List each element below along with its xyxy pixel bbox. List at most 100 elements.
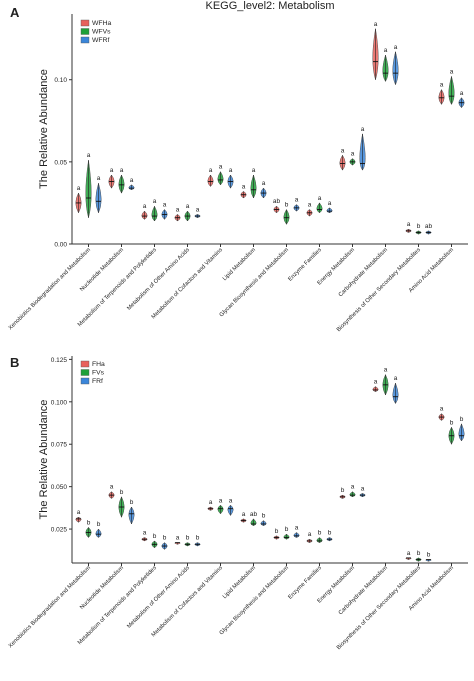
- significance-letter: a: [153, 198, 157, 205]
- significance-letter: b: [318, 530, 322, 537]
- significance-letter: a: [328, 200, 332, 207]
- significance-letter: a: [450, 68, 454, 75]
- significance-letter: a: [308, 202, 312, 209]
- significance-letter: b: [417, 223, 421, 230]
- significance-letter: a: [308, 531, 312, 538]
- significance-letter: a: [110, 484, 114, 491]
- y-tick-label: 0.00: [54, 242, 67, 249]
- x-tick-label: Metabolism of Other Amino Acids: [126, 565, 191, 630]
- significance-letter: ab: [425, 223, 433, 230]
- significance-letter: a: [361, 485, 365, 492]
- significance-letter: a: [262, 180, 266, 187]
- legend-swatch: [80, 369, 90, 376]
- significance-letter: a: [440, 406, 444, 413]
- significance-letter: a: [242, 511, 246, 518]
- significance-letter: a: [186, 203, 190, 210]
- chart-panel-a: A KEGG_level2: Metabolism The Relative Abu…: [8, 0, 468, 333]
- significance-letter: a: [242, 183, 246, 190]
- significance-letter: a: [143, 530, 147, 537]
- y-tick-label: 0.05: [54, 159, 67, 166]
- significance-letter: a: [384, 47, 388, 54]
- legend-label: FHa: [92, 361, 105, 368]
- x-tick-label: Enzyme Families: [287, 565, 323, 601]
- significance-letter: b: [427, 552, 431, 559]
- significance-letter: a: [341, 147, 345, 154]
- significance-letter: a: [229, 497, 233, 504]
- significance-letter: b: [285, 202, 289, 209]
- significance-letter: a: [384, 367, 388, 374]
- y-tick-label: 0.075: [51, 442, 68, 449]
- significance-letter: a: [176, 535, 180, 542]
- significance-letter: a: [295, 524, 299, 531]
- legend-swatch: [80, 19, 90, 27]
- significance-letter: a: [361, 126, 365, 133]
- panel-label: A: [10, 5, 20, 20]
- significance-letter: a: [318, 195, 322, 202]
- x-tick-label: Metabolism of Cofactors and Vitamins: [151, 247, 224, 320]
- legend-swatch: [80, 28, 90, 35]
- significance-letter: a: [351, 484, 355, 491]
- significance-letter: a: [407, 550, 411, 557]
- significance-letter: a: [143, 203, 147, 210]
- legend-swatch: [80, 360, 90, 368]
- y-tick-label: 0.125: [51, 357, 68, 364]
- significance-letter: b: [417, 550, 421, 557]
- significance-letter: b: [153, 533, 157, 540]
- significance-letter: ab: [250, 511, 258, 518]
- legend-label: FVs: [92, 370, 105, 377]
- significance-letter: a: [77, 185, 81, 192]
- y-axis-label: The Relative Abundance: [38, 69, 50, 189]
- x-tick-label: Metabolism of Other Amino Acids: [126, 247, 191, 312]
- significance-letter: a: [351, 151, 355, 158]
- significance-letter: a: [407, 221, 411, 228]
- significance-letter: a: [219, 164, 223, 171]
- legend-label: WFRf: [92, 37, 109, 44]
- significance-letter: a: [219, 497, 223, 504]
- x-tick-label: Enzyme Families: [287, 247, 323, 283]
- x-tick-label: Glycan Biosynthesis and Metabolism: [219, 565, 290, 636]
- significance-letter: b: [120, 489, 124, 496]
- significance-letter: a: [394, 44, 398, 51]
- y-tick-label: 0.10: [54, 77, 67, 84]
- significance-letter: a: [120, 167, 124, 174]
- legend-swatch: [80, 36, 90, 44]
- x-tick-label: Lipid Metabolism: [222, 565, 257, 600]
- x-tick-label: Metabolism of Cofactors and Vitamins: [151, 565, 224, 638]
- significance-letter: a: [229, 167, 233, 174]
- x-tick-label: Lipid Metabolism: [222, 247, 257, 282]
- significance-letter: a: [176, 206, 180, 213]
- significance-letter: b: [97, 521, 101, 528]
- significance-letter: a: [374, 21, 378, 28]
- significance-letter: b: [262, 513, 266, 520]
- significance-letter: a: [209, 499, 213, 506]
- legend-label: FRf: [92, 378, 103, 385]
- significance-letter: a: [374, 379, 378, 386]
- significance-letter: b: [328, 530, 332, 537]
- x-tick-label: Glycan Biosynthesis and Metabolism: [219, 247, 290, 318]
- significance-letter: a: [394, 375, 398, 382]
- y-axis-label: The Relative Abundance: [38, 400, 50, 520]
- significance-letter: a: [97, 175, 101, 182]
- significance-letter: b: [285, 526, 289, 533]
- significance-letter: b: [196, 535, 200, 542]
- panel-label: B: [10, 355, 19, 370]
- significance-letter: a: [209, 167, 213, 174]
- significance-letter: ab: [273, 198, 281, 205]
- significance-letter: a: [110, 167, 114, 174]
- y-tick-label: 0.100: [51, 399, 68, 406]
- legend-label: WFVs: [92, 29, 111, 36]
- significance-letter: b: [460, 416, 464, 423]
- significance-letter: b: [163, 535, 167, 542]
- significance-letter: a: [77, 509, 81, 516]
- significance-letter: a: [130, 177, 134, 184]
